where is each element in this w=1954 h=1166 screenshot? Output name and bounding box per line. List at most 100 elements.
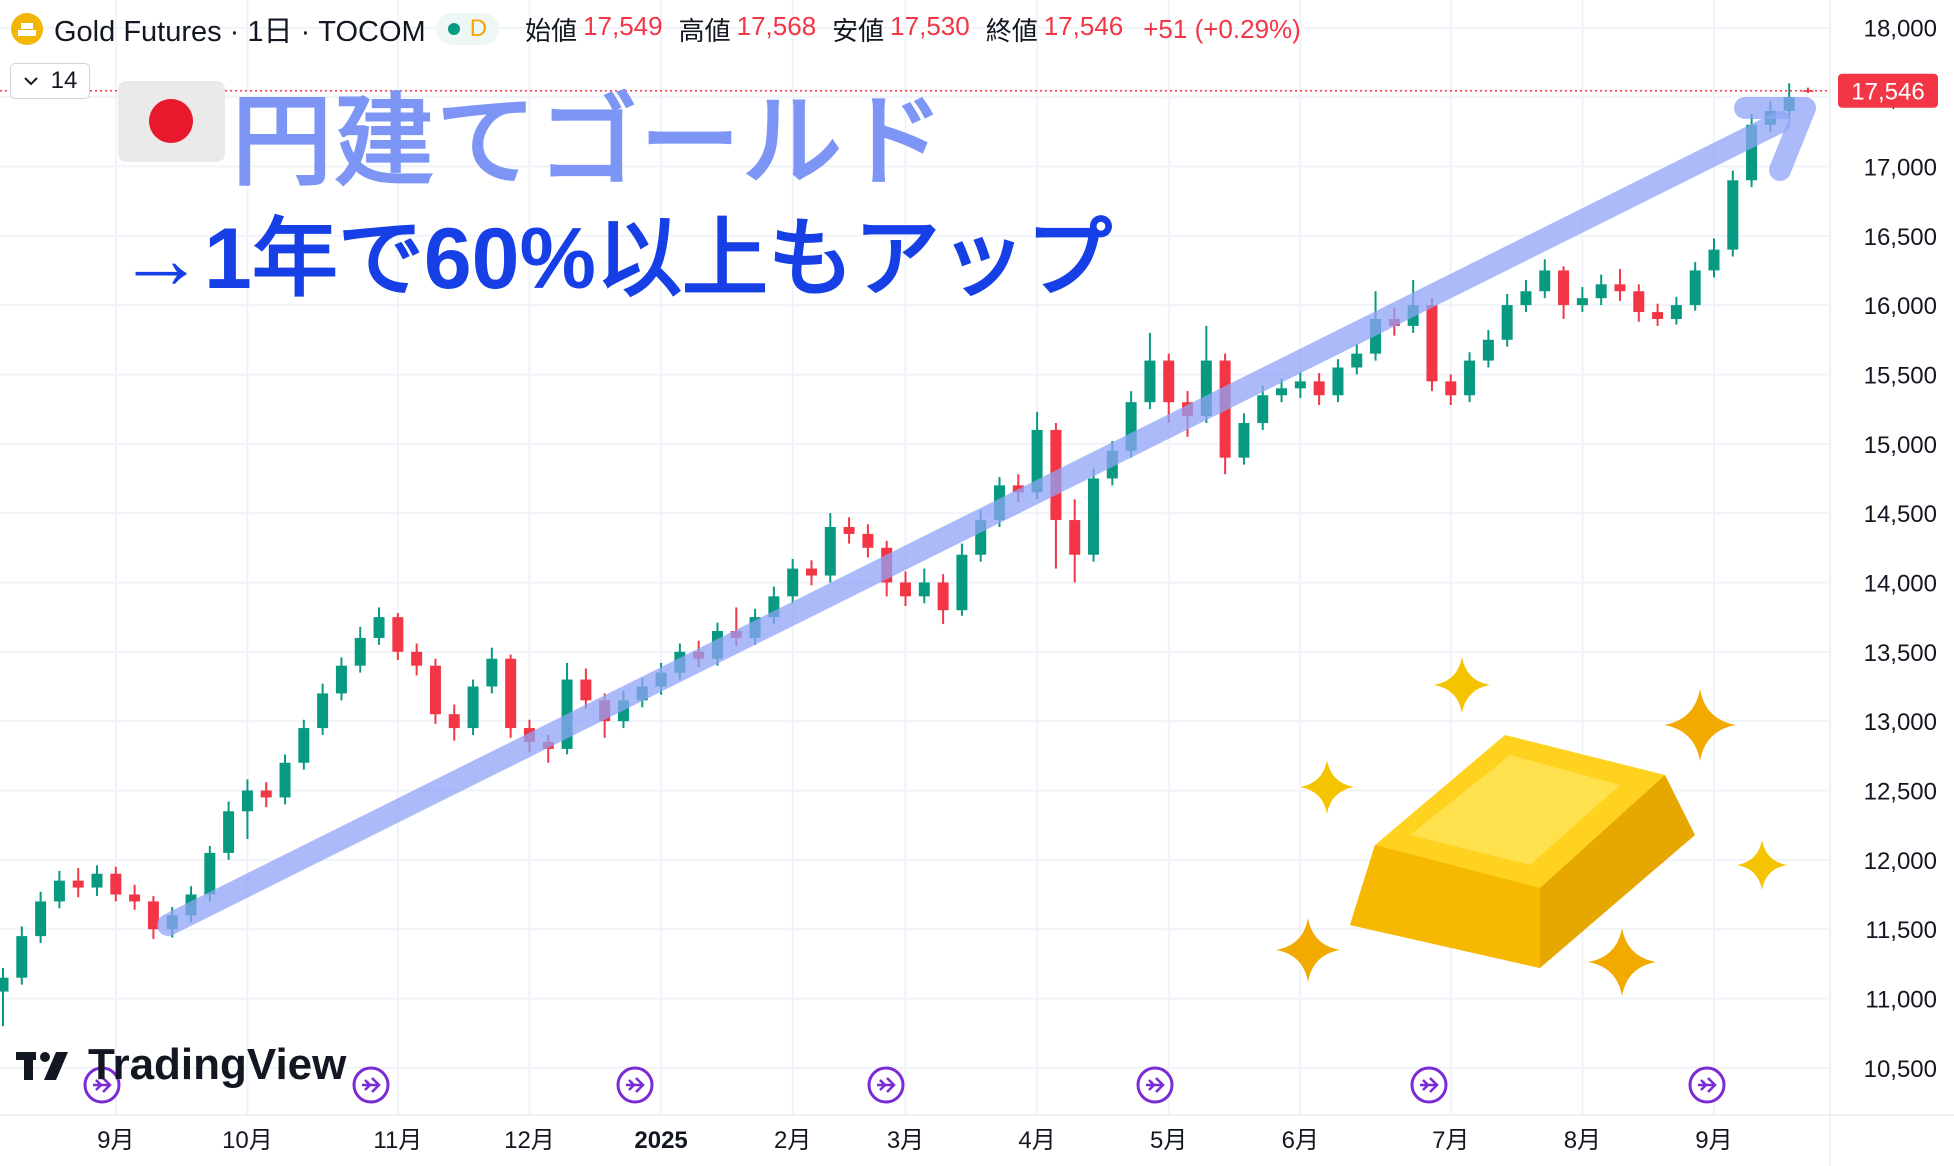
brand-name: TradingView — [88, 1040, 347, 1089]
candle-body — [1595, 284, 1607, 299]
sparkle — [1434, 657, 1490, 713]
x-tick-label: 2月 — [774, 1127, 811, 1154]
ohlc-legend: 始値 17,549 高値 17,568 安値 17,530 終値 17,546 — [525, 11, 1133, 48]
event-marker-icon — [1146, 1077, 1165, 1093]
candle-body — [241, 790, 253, 812]
candle-body — [1501, 305, 1513, 340]
candle-body — [260, 790, 272, 798]
brand-logo[interactable]: TradingView — [16, 1040, 346, 1090]
candle-body — [1332, 367, 1344, 396]
subheadline: →1年で60%以上もアップ — [118, 211, 1112, 307]
interval-pill[interactable]: D — [435, 13, 500, 45]
trend-arrow — [157, 111, 1791, 936]
candle-body — [805, 568, 817, 576]
candle-body — [91, 873, 103, 888]
candle-body — [317, 693, 329, 729]
candle-body — [1163, 360, 1175, 403]
candle-body — [1031, 429, 1043, 493]
headline: 円建てゴールド — [232, 86, 946, 198]
candle-body — [1069, 520, 1081, 555]
candle-body — [1200, 360, 1212, 417]
candle-body — [72, 880, 84, 888]
candle-body — [1576, 298, 1588, 306]
candle-body — [279, 762, 291, 798]
y-tick-label: 18,000 — [1864, 16, 1937, 43]
candle-body — [223, 811, 235, 853]
candle-body — [1351, 353, 1363, 368]
candle-body — [1088, 478, 1100, 555]
candle-body — [1727, 180, 1739, 250]
event-marker-icon — [877, 1077, 896, 1093]
y-tick-label: 15,000 — [1864, 432, 1937, 459]
candle-body — [486, 658, 498, 687]
candle-body — [1445, 381, 1457, 396]
symbol-title[interactable]: Gold Futures · 1日 · TOCOM — [54, 16, 426, 48]
candle-body — [373, 617, 385, 638]
candle-body — [937, 582, 949, 611]
candle-body — [580, 679, 592, 701]
ohlc-label: 高値 — [678, 15, 731, 46]
ohlc-value: 17,568 — [736, 10, 817, 41]
trend-arrow-head — [1734, 97, 1816, 181]
candle-body — [1689, 270, 1701, 306]
last-price-box — [1838, 73, 1938, 108]
candle-body — [1125, 402, 1137, 451]
y-tick-label: 17,000 — [1864, 154, 1937, 181]
candle-body — [298, 728, 310, 763]
indicator-count: 14 — [50, 67, 78, 94]
symbol-icon — [11, 13, 43, 45]
y-tick-label: 16,500 — [1864, 224, 1937, 251]
y-tick-label: 15,500 — [1864, 362, 1937, 389]
x-tick-label: 11月 — [373, 1127, 422, 1154]
chevron — [23, 77, 38, 86]
candle-body — [1370, 318, 1382, 354]
ohlc-label: 終値 — [985, 15, 1038, 46]
ohlc-value: 17,546 — [1043, 10, 1124, 41]
candle-body — [768, 596, 780, 618]
indicator-toggle[interactable]: 14 — [10, 63, 90, 99]
gold-bar-front — [1350, 845, 1540, 968]
y-tick-label: 10,500 — [1864, 1056, 1937, 1083]
brand-icon — [16, 1052, 68, 1080]
gold-bar-face — [1410, 755, 1620, 865]
change: +51 (+0.29%) — [1143, 13, 1301, 44]
candle-body — [1257, 395, 1269, 423]
candle-body — [1238, 422, 1250, 458]
candle-body — [956, 554, 968, 611]
candle-body — [1482, 339, 1494, 361]
x-tick-label: 7月 — [1432, 1127, 1469, 1154]
last-price-label: 17,546 — [1851, 79, 1924, 106]
candle-body — [900, 582, 911, 597]
candle-body — [53, 880, 65, 902]
ohlc-value: 17,530 — [890, 10, 970, 41]
x-tick-label: 6月 — [1282, 1127, 1319, 1154]
candle-body — [1313, 381, 1325, 396]
event-marker-icon — [93, 1077, 112, 1093]
flag-sun — [149, 99, 193, 143]
candle-body — [824, 526, 836, 576]
candle-body — [1539, 270, 1551, 292]
candle-body — [862, 533, 874, 548]
candle-body — [335, 665, 347, 694]
candle-body — [918, 582, 930, 597]
candle-body — [467, 686, 479, 729]
candle-body — [1802, 90, 1814, 92]
status-dot — [447, 23, 460, 35]
candle-body — [975, 520, 987, 555]
x-tick-label: 3月 — [887, 1127, 924, 1154]
candle-body — [1746, 124, 1758, 181]
header: Gold Futures · 1日 · TOCOM D 始値 17,549 高値 17… — [10, 8, 1301, 50]
x-tick-label: 10月 — [222, 1127, 273, 1154]
sparkle — [1276, 918, 1340, 982]
x-tick-label: 9月 — [97, 1127, 134, 1154]
candle-body — [16, 936, 28, 978]
candle-body — [1520, 291, 1532, 306]
candle-body — [354, 637, 366, 666]
event-marker-icon — [1698, 1077, 1717, 1093]
candle-body — [1426, 305, 1438, 382]
ohlc-value: 17,549 — [583, 10, 663, 41]
candle-body — [129, 894, 141, 902]
candle-body — [1708, 249, 1720, 271]
candle-body — [1614, 284, 1626, 292]
